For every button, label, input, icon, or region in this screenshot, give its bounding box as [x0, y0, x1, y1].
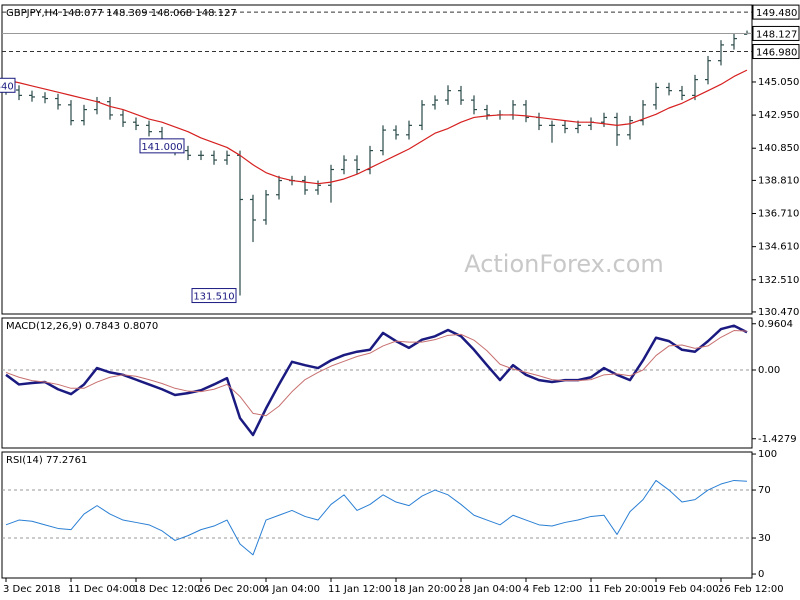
- x-tick-label: 28 Jan 04:00: [458, 584, 521, 595]
- x-tick-label: 4 Jan 04:00: [263, 584, 320, 595]
- x-tick-label: 26 Dec 20:00: [198, 584, 265, 595]
- x-tick-label: 11 Jan 12:00: [328, 584, 391, 595]
- y-tick-label: 0.00: [758, 365, 780, 376]
- annotation-label: 141.000: [141, 142, 182, 153]
- y-tick-label: 142.950: [758, 110, 799, 121]
- panel-title: MACD(12,26,9) 0.7843 0.8070: [6, 321, 158, 332]
- series-line: [5, 69, 748, 185]
- panel-frame: [1, 451, 753, 579]
- x-tick-label: 18 Dec 12:00: [133, 584, 200, 595]
- panel-frame: [1, 317, 753, 449]
- y-tick-label: 30: [758, 533, 771, 544]
- y-tick-label: 70: [758, 485, 771, 496]
- level-label: 149.480: [756, 8, 797, 19]
- panel-title: GBPJPY,H4 148.077 148.309 148.068 148.12…: [6, 8, 237, 19]
- x-tick-label: 3 Dec 2018: [3, 584, 61, 595]
- x-tick-label: 18 Jan 20:00: [393, 584, 456, 595]
- annotation-box: [0, 77, 16, 93]
- x-tick-label: 11 Dec 04:00: [68, 584, 135, 595]
- y-tick-label: 100: [758, 449, 777, 460]
- watermark: ActionForex.com: [464, 250, 664, 278]
- level-label-box: [752, 44, 800, 60]
- x-tick-label: 4 Feb 12:00: [523, 584, 582, 595]
- series-line: [5, 324, 748, 437]
- series-line: [5, 330, 748, 417]
- y-tick-label: 130.470: [758, 307, 799, 318]
- y-tick-label: 0: [758, 569, 764, 580]
- y-tick-label: 145.050: [758, 77, 799, 88]
- annotation-box: [191, 288, 237, 304]
- annotation-box: [139, 138, 185, 154]
- level-label: 148.127: [756, 29, 797, 40]
- level-label-box: [752, 25, 800, 41]
- annotation-label: 131.510: [193, 292, 234, 303]
- y-tick-label: 132.510: [758, 275, 799, 286]
- level-label: 146.980: [756, 48, 797, 59]
- y-tick-label: 138.810: [758, 175, 799, 186]
- x-tick-label: 26 Feb 12:00: [718, 584, 784, 595]
- level-label-box: [752, 4, 800, 20]
- x-tick-label: 11 Feb 20:00: [588, 584, 654, 595]
- y-tick-label: 140.850: [758, 143, 799, 154]
- panel-frame: [1, 4, 753, 315]
- x-tick-label: 19 Feb 04:00: [653, 584, 719, 595]
- panel-title: RSI(14) 77.2761: [6, 455, 87, 466]
- y-tick-label: 136.710: [758, 209, 799, 220]
- y-tick-label: 0.9604: [758, 319, 793, 330]
- annotation-label: 144.840: [0, 81, 14, 92]
- y-tick-label: 134.610: [758, 242, 799, 253]
- y-tick-label: -1.4279: [758, 434, 797, 445]
- series-line: [5, 479, 748, 556]
